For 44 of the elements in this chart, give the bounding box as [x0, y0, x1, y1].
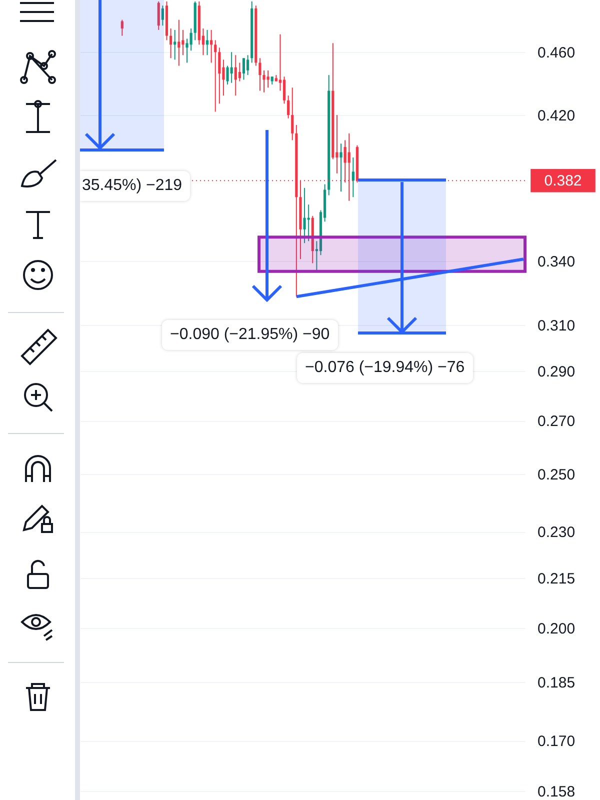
- candlestick: [291, 87, 294, 141]
- candlestick: [120, 19, 124, 36]
- annotation: −0.090 (−21.95%) −90: [162, 320, 338, 350]
- candlestick: [230, 52, 233, 84]
- candlestick: [234, 54, 237, 96]
- candlestick: [218, 47, 221, 104]
- y-tick-label: 0.170: [538, 733, 576, 750]
- candlestick: [174, 29, 176, 60]
- candlestick: [340, 143, 342, 192]
- candlestick: [246, 54, 250, 76]
- candlestick: [190, 28, 192, 52]
- y-tick-label: 0.310: [538, 318, 576, 335]
- candlestick: [182, 29, 184, 56]
- candlestick: [258, 58, 262, 92]
- y-tick-label: 0.158: [538, 784, 576, 800]
- annotation: −0.076 (−19.94%) −76: [297, 353, 473, 383]
- candlestick: [266, 70, 270, 88]
- candlestick: [303, 187, 306, 244]
- annotation: 35.45%) −219: [80, 171, 190, 201]
- y-tick-label: 0.250: [538, 466, 576, 484]
- candlestick: [282, 76, 286, 104]
- y-tick-label: 0.270: [538, 413, 576, 430]
- y-tick-label: 0.230: [538, 524, 576, 541]
- candlestick: [242, 58, 246, 80]
- candlestick: [157, 0, 160, 30]
- y-tick-label: 0.200: [538, 620, 576, 638]
- y-tick-label: 0.420: [538, 108, 576, 125]
- candlestick: [210, 29, 213, 64]
- candlestick: [161, 5, 164, 26]
- y-tick-label: 0.460: [538, 44, 576, 62]
- candlestick: [352, 156, 354, 198]
- candlestick: [287, 95, 290, 119]
- ref-line-label: 0.382: [544, 172, 582, 190]
- y-tick-label: 0.185: [538, 674, 576, 692]
- y-tick-label: 0.290: [538, 364, 576, 381]
- candlestick: [262, 70, 266, 93]
- candlestick: [214, 40, 217, 112]
- candlestick: [226, 65, 229, 85]
- y-tick-label: 0.340: [538, 254, 576, 271]
- candlestick: [238, 62, 241, 82]
- candlestick: [178, 19, 180, 66]
- candlestick: [169, 28, 172, 59]
- y-tick-label: 0.215: [538, 570, 576, 588]
- candlestick: [206, 29, 209, 56]
